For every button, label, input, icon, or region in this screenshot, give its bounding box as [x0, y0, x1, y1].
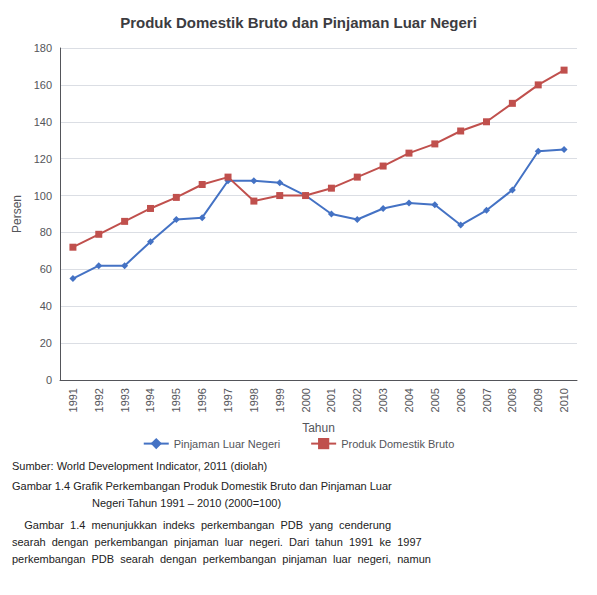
svg-text:2005: 2005 — [429, 388, 441, 412]
svg-text:160: 160 — [34, 79, 52, 91]
svg-text:1995: 1995 — [170, 388, 182, 412]
svg-text:1999: 1999 — [274, 388, 286, 412]
svg-text:Produk Domestik Bruto: Produk Domestik Bruto — [341, 438, 454, 450]
svg-text:1996: 1996 — [196, 388, 208, 412]
svg-text:1997: 1997 — [222, 388, 234, 412]
svg-text:100: 100 — [34, 190, 52, 202]
svg-text:Sumber: World Development Indi: Sumber: World Development Indicator, 201… — [12, 460, 267, 472]
svg-text:searah dengan perkembangan: searah dengan perkembangan pinjaman luar… — [12, 536, 422, 548]
svg-text:Gambar 1.4 menunjukkan inde: Gambar 1.4 menunjukkan indeks perkembang… — [12, 519, 391, 531]
svg-text:1992: 1992 — [93, 388, 105, 412]
svg-text:perkembangan PDB searah den: perkembangan PDB searah dengan perkemban… — [12, 553, 431, 565]
svg-text:40: 40 — [40, 300, 52, 312]
svg-text:Produk Domestik Bruto dan Pinj: Produk Domestik Bruto dan Pinjaman Luar … — [120, 14, 477, 31]
svg-text:60: 60 — [40, 263, 52, 275]
svg-text:1993: 1993 — [119, 388, 131, 412]
svg-text:2008: 2008 — [506, 388, 518, 412]
svg-text:0: 0 — [46, 374, 52, 386]
svg-text:140: 140 — [34, 116, 52, 128]
svg-text:Gambar 1.4 Grafik Perkembangan: Gambar 1.4 Grafik Perkembangan Produk Do… — [12, 480, 392, 492]
svg-text:Persen: Persen — [10, 195, 24, 233]
svg-text:120: 120 — [34, 153, 52, 165]
svg-text:2003: 2003 — [377, 388, 389, 412]
svg-text:80: 80 — [40, 226, 52, 238]
svg-text:180: 180 — [34, 42, 52, 54]
svg-text:Negeri Tahun 1991 – 2010 (2000: Negeri Tahun 1991 – 2010 (2000=100) — [92, 497, 281, 509]
svg-text:Tahun: Tahun — [302, 421, 335, 435]
svg-text:2002: 2002 — [351, 388, 363, 412]
svg-text:1994: 1994 — [144, 388, 156, 412]
svg-text:2006: 2006 — [455, 388, 467, 412]
svg-text:1998: 1998 — [248, 388, 260, 412]
svg-text:2007: 2007 — [481, 388, 493, 412]
svg-text:Pinjaman Luar Negeri: Pinjaman Luar Negeri — [174, 438, 280, 450]
svg-text:2010: 2010 — [558, 388, 570, 412]
svg-text:2004: 2004 — [403, 388, 415, 412]
svg-text:2000: 2000 — [300, 388, 312, 412]
svg-text:2001: 2001 — [325, 388, 337, 412]
svg-text:1991: 1991 — [67, 388, 79, 412]
svg-text:20: 20 — [40, 337, 52, 349]
svg-text:2009: 2009 — [532, 388, 544, 412]
